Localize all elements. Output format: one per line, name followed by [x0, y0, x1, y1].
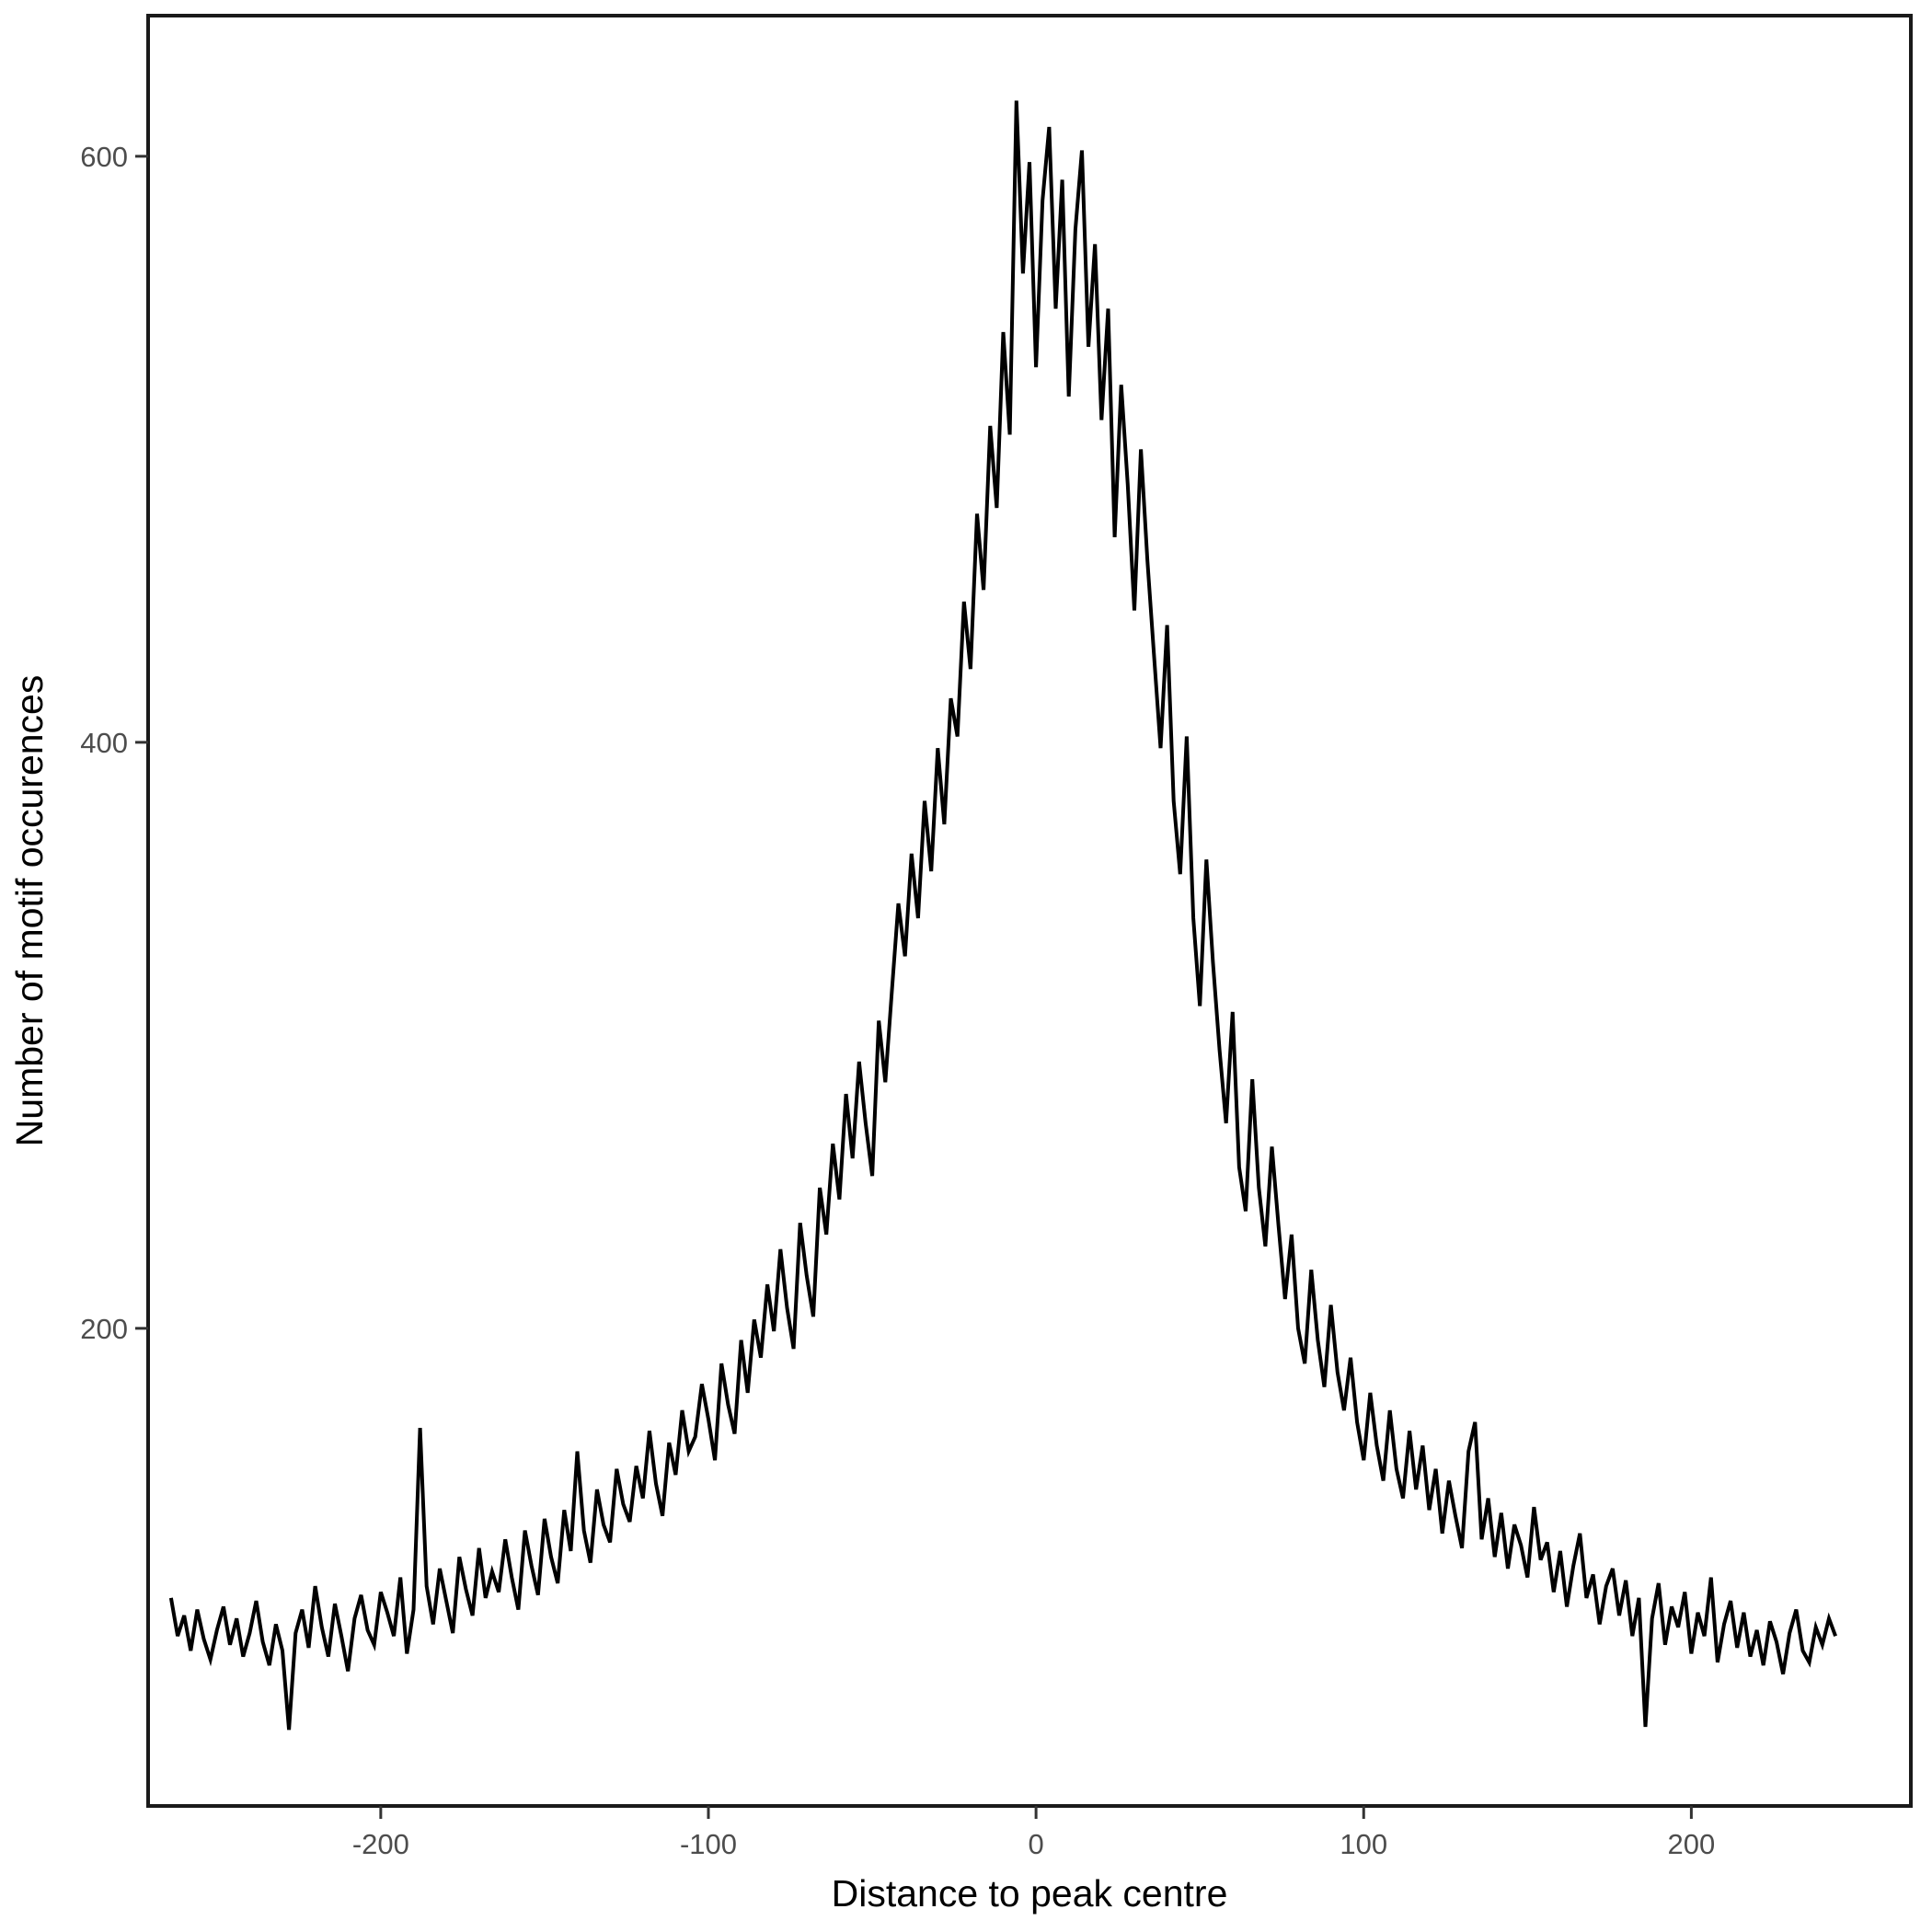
x-tick-label: 200 — [1668, 1828, 1716, 1860]
y-tick-label: 400 — [80, 727, 128, 759]
x-tick-label: 0 — [1028, 1828, 1043, 1860]
plot-panel-border — [146, 14, 1913, 1808]
y-tick-label: 200 — [80, 1313, 128, 1345]
axis-tick-marks — [135, 155, 1693, 1819]
x-tick-label: 100 — [1340, 1828, 1387, 1860]
x-axis-title: Distance to peak centre — [832, 1872, 1228, 1915]
data-series-group — [168, 100, 1837, 1731]
data-line — [168, 100, 1837, 1731]
y-axis-title: Number of motif occurences — [8, 675, 51, 1147]
x-tick-label: -100 — [680, 1828, 737, 1860]
y-tick-label: 600 — [80, 141, 128, 173]
axis-tick-labels: -200 -100 0 100 200 200 400 600 — [80, 141, 1715, 1860]
x-tick-label: -200 — [352, 1828, 409, 1860]
